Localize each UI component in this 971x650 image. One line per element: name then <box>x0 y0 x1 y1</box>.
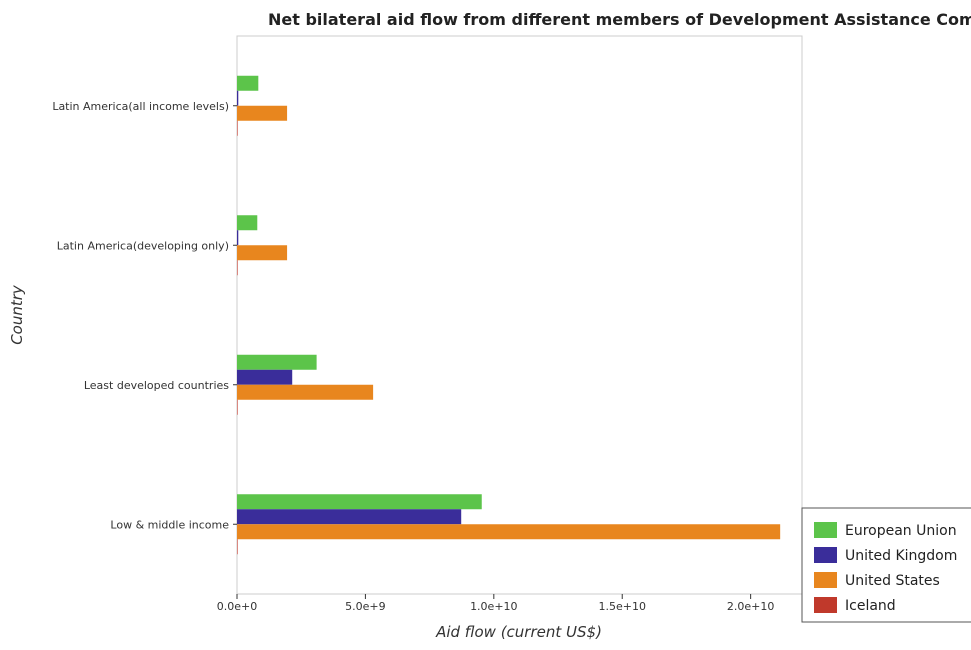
bar-iceland <box>237 260 238 276</box>
y-tick-label: Latin America(developing only) <box>57 239 229 252</box>
bar-united-kingdom <box>237 509 462 525</box>
legend-label: European Union <box>845 523 957 539</box>
bar-united-states <box>237 245 288 261</box>
bars <box>237 75 781 555</box>
legend-swatch <box>814 547 837 563</box>
bar-united-states <box>237 524 781 540</box>
x-tick-label: 0.0e+0 <box>217 600 257 613</box>
bar-european-union <box>237 494 482 510</box>
x-tick-label: 1.0e+10 <box>470 600 517 613</box>
bar-european-union <box>237 354 317 370</box>
legend-label: United States <box>845 573 940 589</box>
bar-united-kingdom <box>237 90 239 106</box>
legend-label: Iceland <box>845 598 896 614</box>
bar-iceland <box>237 539 238 555</box>
bar-european-union <box>237 75 259 91</box>
legend-label: United Kingdom <box>845 548 957 564</box>
bar-european-union <box>237 215 258 231</box>
x-axis-label: Aid flow (current US$) <box>435 623 602 641</box>
x-tick-label: 5.0e+9 <box>345 600 385 613</box>
bar-iceland <box>237 120 238 136</box>
bar-united-kingdom <box>237 230 239 246</box>
bar-iceland <box>237 399 238 415</box>
chart-title: Net bilateral aid flow from different me… <box>268 10 971 29</box>
y-tick-label: Latin America(all income levels) <box>52 100 229 113</box>
y-axis-label: Country <box>8 284 26 345</box>
x-tick-label: 2.0e+10 <box>727 600 774 613</box>
legend-swatch <box>814 572 837 588</box>
legend-swatch <box>814 597 837 613</box>
y-tick-label: Least developed countries <box>84 379 229 392</box>
legend: European Union United Kingdom United State… <box>801 507 971 623</box>
bar-united-states <box>237 105 288 121</box>
y-tick-labels: Latin America(all income levels) Latin Am… <box>52 100 237 531</box>
legend-swatch <box>814 522 837 538</box>
bar-united-kingdom <box>237 369 293 385</box>
bar-united-states <box>237 384 374 400</box>
y-tick-label: Low & middle income <box>110 518 229 531</box>
x-tick-label: 1.5e+10 <box>598 600 645 613</box>
plot-frame <box>236 35 803 595</box>
x-tick-labels: 0.0e+0 5.0e+9 1.0e+10 1.5e+10 2.0e+10 <box>217 594 774 613</box>
